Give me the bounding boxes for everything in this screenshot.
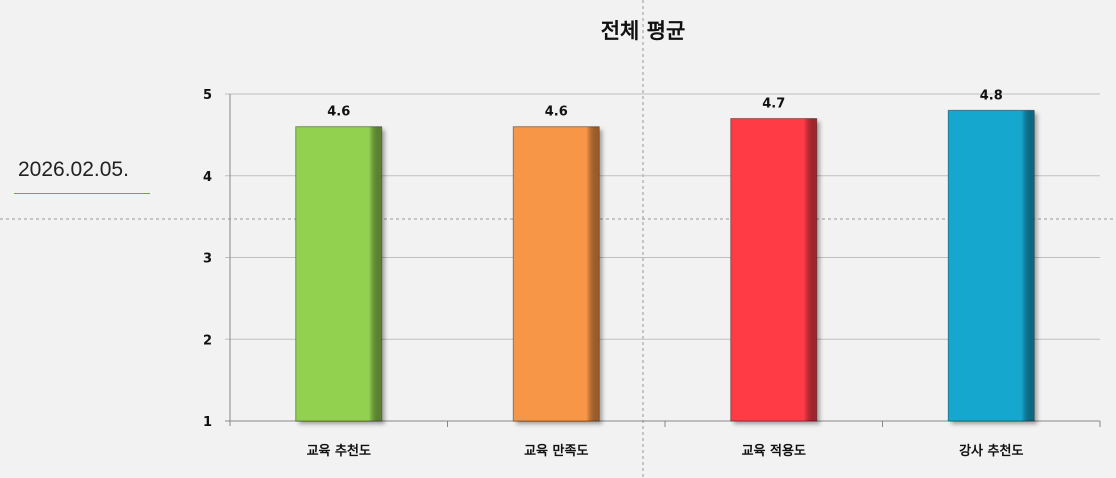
- date-label: 2026.02.05.: [18, 158, 129, 181]
- chart-title: 전체 평균: [601, 19, 686, 43]
- data-labels: 4.6 4.6 4.7 4.8: [327, 88, 1003, 119]
- x-category-label: 교육 만족도: [524, 443, 588, 459]
- x-category-label: 교육 추천도: [307, 443, 371, 459]
- x-axis-labels: 교육 추천도 교육 만족도 교육 적용도 강사 추천도: [307, 443, 1024, 459]
- data-label: 4.8: [980, 88, 1003, 103]
- data-label: 4.6: [327, 105, 350, 120]
- y-tick-label: 2: [203, 333, 212, 348]
- x-category-label: 교육 적용도: [742, 443, 806, 459]
- y-tick-label: 4: [203, 170, 212, 185]
- x-category-label: 강사 추천도: [959, 443, 1023, 459]
- data-label: 4.7: [762, 97, 785, 112]
- bar-shading-3: [947, 109, 1035, 422]
- bars: [295, 109, 1035, 422]
- bar-shading-1: [512, 126, 600, 422]
- bar-shading-0: [295, 126, 383, 422]
- bar-shading-2: [730, 118, 818, 422]
- y-tick-label: 5: [203, 88, 212, 103]
- y-tick-label: 3: [203, 252, 212, 267]
- data-label: 4.6: [545, 105, 568, 120]
- y-axis-ticks: 1 2 3 4 5: [203, 88, 212, 430]
- date-underline: [14, 193, 150, 194]
- y-tick-label: 1: [203, 415, 212, 430]
